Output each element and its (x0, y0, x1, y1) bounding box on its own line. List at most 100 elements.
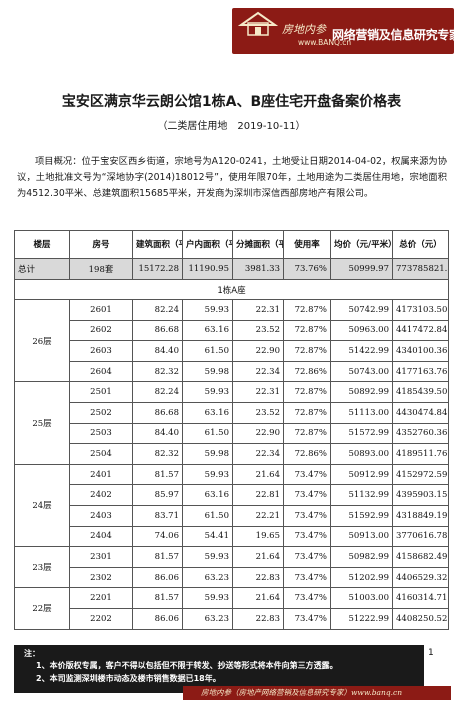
avg-price-cell: 51132.99 (330, 484, 393, 506)
header-floor: 楼层 (14, 230, 70, 259)
room-cell: 2602 (69, 319, 133, 342)
brand-logo: 房地内参 www.BANQ.cn 网络营销及信息研究专家 (232, 8, 461, 54)
total-total-price: 773785821.84 (392, 258, 449, 280)
table-row: 2404 74.06 54.41 19.65 73.47% 50913.00 3770616… (15, 525, 449, 548)
ratio-cell: 73.47% (283, 607, 331, 630)
build-area-cell: 82.24 (132, 381, 183, 403)
brand-url[interactable]: www.BANQ.cn (298, 38, 352, 47)
room-cell: 2503 (69, 422, 133, 445)
inner-area-cell: 59.93 (182, 463, 233, 486)
total-price-cell: 4158682.49 (392, 546, 449, 568)
avg-price-cell: 51003.00 (330, 587, 393, 609)
total-build-area: 15172.28 (132, 258, 183, 280)
room-cell: 2302 (69, 566, 133, 589)
avg-price-cell: 50982.99 (330, 546, 393, 568)
inner-area-cell: 54.41 (182, 525, 233, 548)
inner-area-cell: 59.93 (182, 587, 233, 609)
room-cell: 2501 (69, 381, 133, 403)
table-row: 24层 2401 81.57 59.93 21.64 73.47% 50912.99 4152… (14, 463, 449, 548)
inner-area-cell: 59.93 (182, 381, 233, 403)
header-room: 房号 (69, 230, 133, 259)
avg-price-cell: 51592.99 (330, 504, 393, 527)
total-price-cell: 4185439.50 (392, 381, 449, 403)
house-icon (238, 11, 278, 36)
inner-area-cell: 61.50 (182, 340, 233, 362)
ratio-cell: 72.87% (283, 422, 331, 445)
total-price-cell: 4340100.36 (392, 340, 449, 362)
shared-area-cell: 23.52 (232, 319, 284, 342)
total-price-cell: 4160314.71 (392, 587, 449, 609)
inner-area-cell: 59.93 (182, 299, 233, 321)
room-cell: 2403 (69, 504, 133, 527)
table-row: 2604 82.32 59.98 22.34 72.86% 50743.00 4177163… (15, 360, 449, 383)
shared-area-cell: 22.31 (232, 381, 284, 403)
ratio-cell: 72.87% (283, 340, 331, 362)
total-price-cell: 4417472.84 (392, 319, 449, 342)
ratio-cell: 73.47% (283, 504, 331, 527)
shared-area-cell: 22.83 (232, 607, 284, 630)
room-cell: 2201 (69, 587, 133, 609)
header-ratio: 使用率 (283, 230, 331, 259)
building-label: 1栋A座 (14, 279, 449, 300)
total-price-cell: 4430474.84 (392, 401, 449, 424)
avg-price-cell: 51572.99 (330, 422, 393, 445)
avg-price-cell: 50743.00 (330, 360, 393, 383)
total-shared-area: 3981.33 (232, 258, 284, 280)
table-row: 2504 82.32 59.98 22.34 72.86% 50893.00 4189511… (15, 443, 449, 465)
header-avg-price: 均价（元/平米） (330, 230, 393, 259)
build-area-cell: 84.40 (132, 422, 183, 445)
build-area-cell: 83.71 (132, 504, 183, 527)
header-shared-area: 分摊面积（平米） (232, 230, 284, 259)
room-cell: 2603 (69, 340, 133, 362)
table-row: 2402 85.97 63.16 22.81 73.47% 51132.99 4395903… (15, 484, 449, 506)
total-label: 总计 (14, 258, 70, 280)
total-avg-price: 50999.97 (330, 258, 393, 280)
total-inner-area: 11190.95 (182, 258, 233, 280)
avg-price-cell: 50892.99 (330, 381, 393, 403)
ratio-cell: 73.47% (283, 566, 331, 589)
inner-area-cell: 61.50 (182, 422, 233, 445)
header-bar: 房地内参 www.BANQ.cn 网络营销及信息研究专家 (0, 0, 463, 58)
page-title: 宝安区满京华云朗公馆1栋A、B座住宅开盘备案价格表 (61, 94, 402, 110)
inner-area-cell: 63.16 (182, 484, 233, 506)
avg-price-cell: 51422.99 (330, 340, 393, 362)
brand-name: 房地内参 (282, 23, 326, 36)
inner-area-cell: 59.98 (182, 443, 233, 465)
ratio-cell: 72.86% (283, 443, 331, 465)
build-area-cell: 82.24 (132, 299, 183, 321)
page-number: 1 (428, 648, 434, 658)
shared-area-cell: 22.31 (232, 299, 284, 321)
total-ratio: 73.76% (283, 258, 331, 280)
floor-cell: 23层 (14, 546, 70, 589)
table-row: 2602 86.68 63.16 23.52 72.87% 50963.00 4417472… (15, 319, 449, 342)
footer-note-1: 1、本价版权专属，客户不得以包括但不限于转发、抄送等形式将本件向第三方透露。 (36, 661, 338, 670)
floor-cell: 24层 (14, 463, 70, 548)
footer-notes: 注： 1、本价版权专属，客户不得以包括但不限于转发、抄送等形式将本件向第三方透露… (14, 645, 424, 693)
avg-price-cell: 50913.00 (330, 525, 393, 548)
shared-area-cell: 21.64 (232, 587, 284, 609)
build-area-cell: 81.57 (132, 463, 183, 486)
table-row: 2302 86.06 63.23 22.83 73.47% 51202.99 4406529… (15, 566, 449, 589)
avg-price-cell: 51222.99 (330, 607, 393, 630)
build-area-cell: 86.68 (132, 401, 183, 424)
room-cell: 2604 (69, 360, 133, 383)
table-row: 25层 2501 82.24 59.93 22.31 72.87% 50892.99 4185… (14, 381, 449, 465)
shared-area-cell: 22.83 (232, 566, 284, 589)
inner-area-cell: 59.93 (182, 546, 233, 568)
build-area-cell: 81.57 (132, 587, 183, 609)
build-area-cell: 81.57 (132, 546, 183, 568)
total-price-cell: 4318849.19 (392, 504, 449, 527)
inner-area-cell: 61.50 (182, 504, 233, 527)
building-row: 1栋A座 (14, 279, 449, 300)
table-row: 2503 84.40 61.50 22.90 72.87% 51572.99 4352760… (15, 422, 449, 445)
shared-area-cell: 22.90 (232, 340, 284, 362)
ratio-cell: 72.87% (283, 319, 331, 342)
footer-label: 注： (24, 649, 40, 658)
build-area-cell: 84.40 (132, 340, 183, 362)
ratio-cell: 73.47% (283, 463, 331, 486)
header-inner-area: 户内面积（平米） (182, 230, 233, 259)
total-price-cell: 4352760.36 (392, 422, 449, 445)
table-row: 23层 2301 81.57 59.93 21.64 73.47% 50982.99 4158… (14, 546, 449, 589)
page-subtitle: （二类居住用地 2019-10-11） (157, 121, 306, 132)
footer-brand-strip: 房地内参（房地产网络营销及信息研究专家）www.banq.cn (183, 686, 451, 700)
